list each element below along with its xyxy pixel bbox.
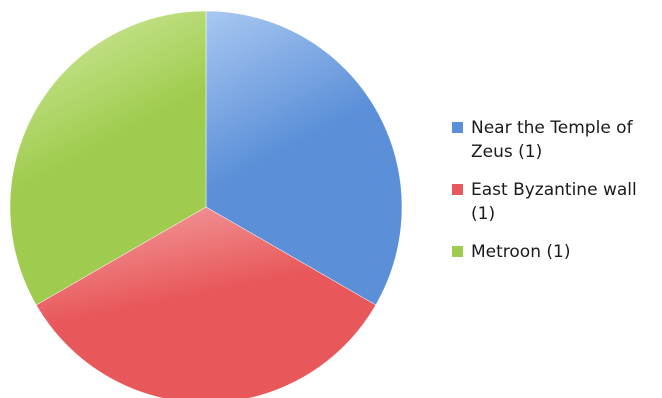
legend-label: Metroon (1) (471, 242, 571, 262)
legend-swatch-blue (452, 122, 463, 133)
pie-slice-1 (35, 206, 377, 398)
legend-label: Near the Temple of Zeus (1) (471, 118, 633, 162)
pie-slice-0 (205, 10, 403, 306)
legend-swatch-red (452, 184, 463, 195)
legend-item-temple-of-zeus: Near the Temple of Zeus (1) (452, 116, 657, 164)
chart-legend: Near the Temple of Zeus (1) East Byzanti… (452, 116, 657, 278)
pie-slice-2 (9, 10, 207, 306)
legend-item-east-byzantine-wall: East Byzantine wall (1) (452, 178, 657, 226)
legend-item-metroon: Metroon (1) (452, 240, 657, 264)
legend-label: East Byzantine wall (1) (471, 180, 637, 224)
legend-swatch-green (452, 246, 463, 257)
